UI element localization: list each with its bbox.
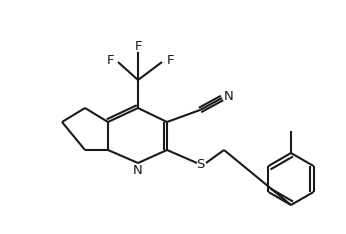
Text: S: S <box>196 157 204 171</box>
Text: N: N <box>224 89 234 102</box>
Text: F: F <box>166 55 174 67</box>
Text: F: F <box>134 40 142 52</box>
Text: F: F <box>106 55 114 67</box>
Text: N: N <box>133 164 143 176</box>
